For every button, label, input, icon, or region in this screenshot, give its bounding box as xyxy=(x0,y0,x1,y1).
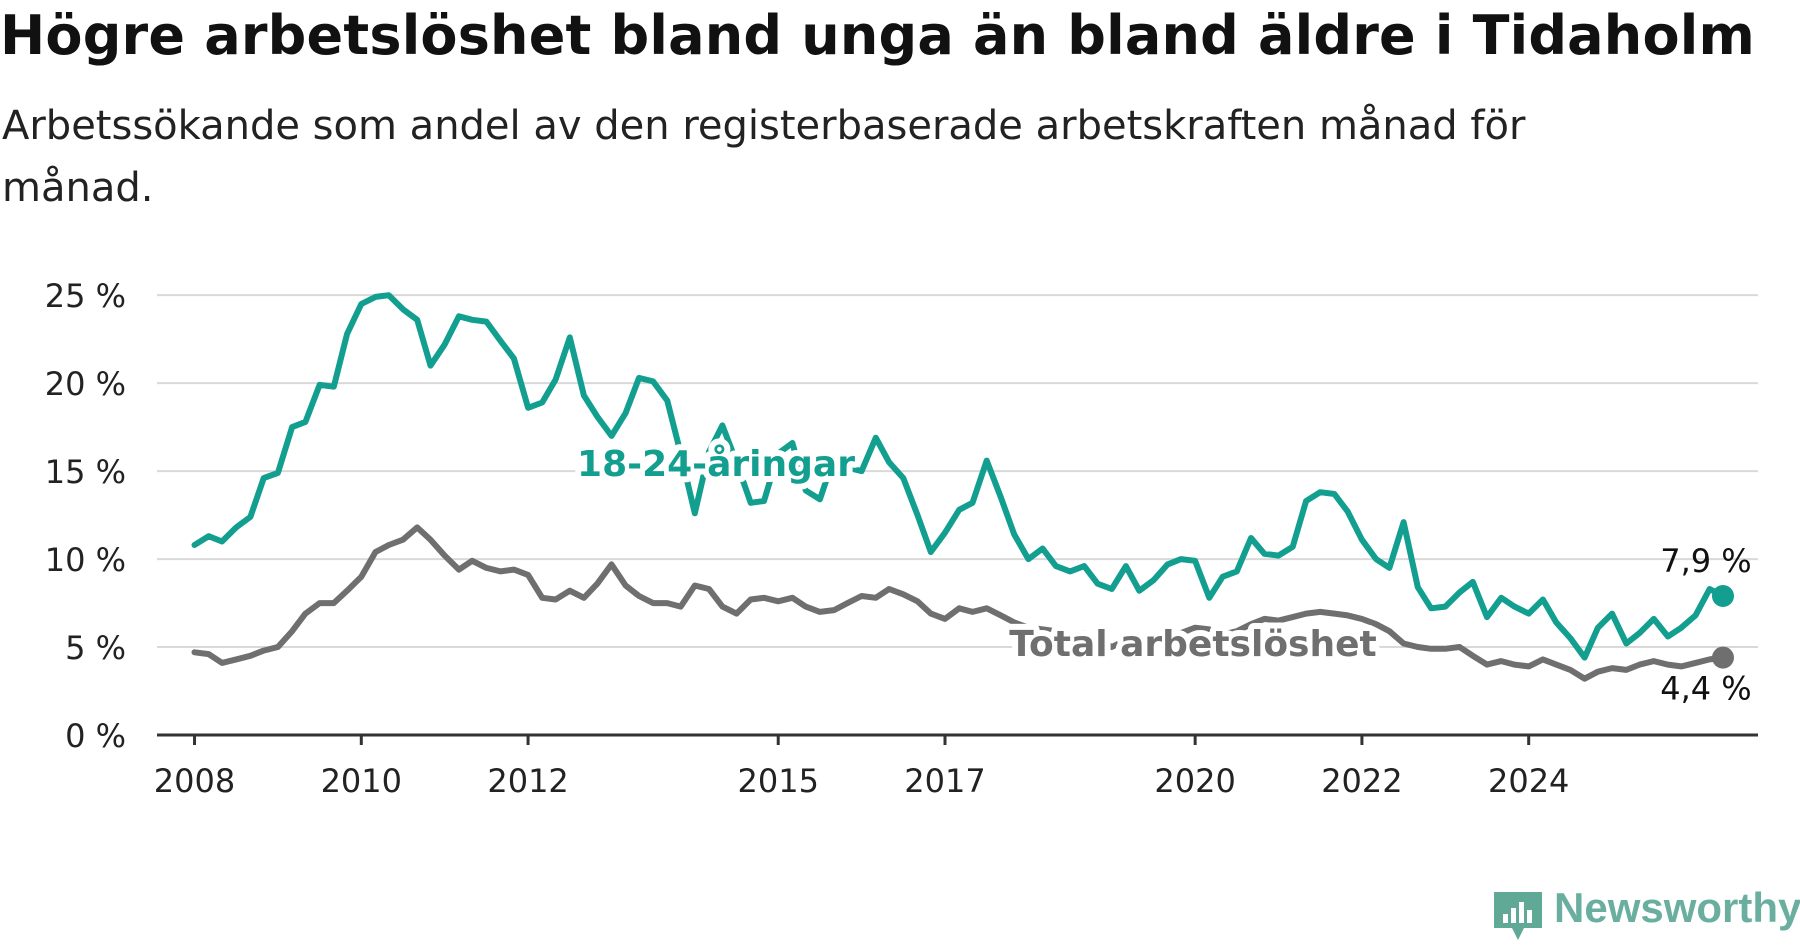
x-tick-label: 2017 xyxy=(904,762,985,800)
series-line-0 xyxy=(191,292,1726,661)
chart-subtitle: Arbetssökande som andel av den registerb… xyxy=(2,103,1526,211)
y-tick-label: 5 % xyxy=(65,629,126,667)
x-tick-label: 2008 xyxy=(154,762,235,800)
y-tick-label: 10 % xyxy=(45,541,126,579)
series-lines xyxy=(191,292,1734,682)
gridlines xyxy=(157,294,1758,649)
x-axis: 2008 2010 2012 2015 2017 2020 2022 2024 xyxy=(154,733,1758,800)
x-tick-label: 2010 xyxy=(321,762,402,800)
y-tick-label: 25 % xyxy=(45,277,126,315)
series-name-label: Total arbetslöshet xyxy=(1009,624,1377,665)
series-end-dot xyxy=(1711,585,1734,608)
y-tick-label: 20 % xyxy=(45,365,126,403)
series-name-label: 18-24-åringar xyxy=(577,444,855,485)
series-labels: 7,9 % 4,4 % 18-24-åringar Total arbetslöshe… xyxy=(571,438,1752,708)
chart-title: Högre arbetslöshet bland unga än bland ä… xyxy=(0,4,1755,67)
x-tick-label: 2020 xyxy=(1154,762,1235,800)
x-tick-label: 2024 xyxy=(1488,762,1569,800)
y-axis: 0 % 5 % 10 % 15 % 20 % 25 % xyxy=(45,277,126,755)
x-tick-label: 2022 xyxy=(1321,762,1402,800)
y-tick-label: 0 % xyxy=(65,717,126,755)
newsworthy-logo-icon xyxy=(1494,892,1542,940)
x-tick-label: 2015 xyxy=(738,762,819,800)
brand-name: Newsworthy xyxy=(1554,884,1800,931)
series-end-label: 7,9 % xyxy=(1660,542,1751,580)
x-tick-label: 2012 xyxy=(487,762,568,800)
series-end-dot xyxy=(1711,646,1734,669)
series-end-label: 4,4 % xyxy=(1660,670,1751,708)
series-line-1 xyxy=(191,524,1726,682)
y-tick-label: 15 % xyxy=(45,453,126,491)
